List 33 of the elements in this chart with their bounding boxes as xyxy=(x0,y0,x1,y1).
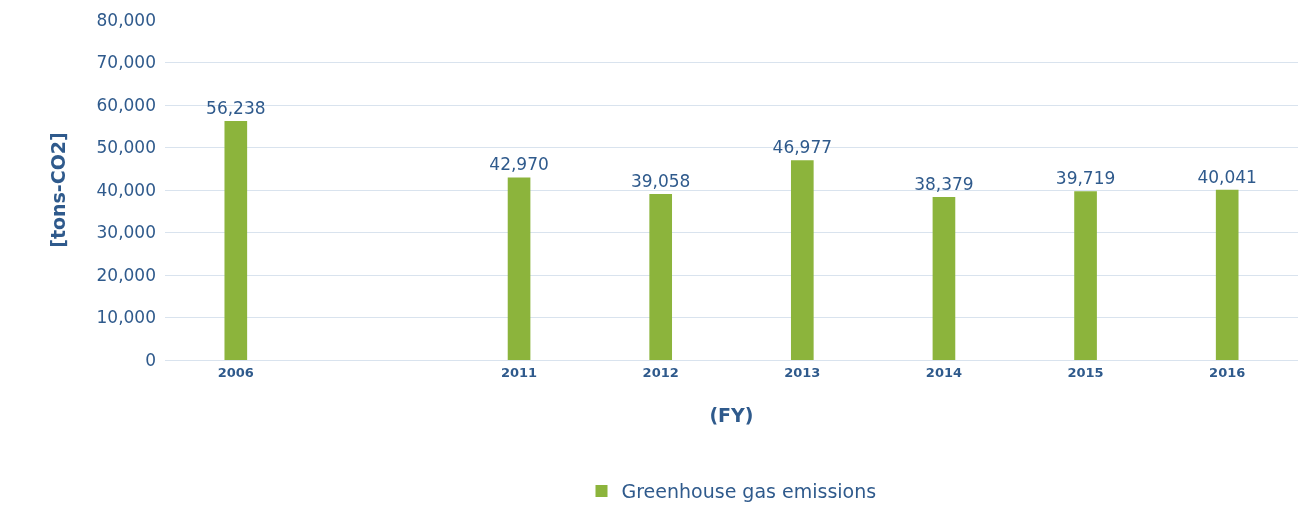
y-tick-label: 20,000 xyxy=(96,264,156,285)
y-tick-label: 80,000 xyxy=(96,9,156,30)
x-tick-label: 2006 xyxy=(217,364,254,380)
bar xyxy=(1074,191,1097,360)
x-tick-label: 2013 xyxy=(784,364,821,380)
bar xyxy=(932,196,956,360)
bar xyxy=(790,160,814,360)
data-label: 42,970 xyxy=(489,154,549,175)
x-tick-label: 2012 xyxy=(642,364,679,380)
data-label: 39,719 xyxy=(1055,168,1116,189)
y-tick-label: 40,000 xyxy=(96,179,156,200)
x-tick-label: 2015 xyxy=(1067,364,1104,380)
y-tick-label: 30,000 xyxy=(96,222,156,243)
x-tick-label: 2016 xyxy=(1209,364,1246,380)
y-tick-label: 0 xyxy=(145,349,156,370)
y-tick-label: 10,000 xyxy=(96,307,156,328)
bar xyxy=(507,177,531,360)
legend-label: Greenhouse gas emissions xyxy=(621,480,877,503)
x-tick-label: 2014 xyxy=(925,364,963,380)
y-axis-title: [tons-CO2] xyxy=(47,132,70,248)
data-label: 56,238 xyxy=(206,97,266,118)
y-tick-label: 70,000 xyxy=(96,52,156,73)
data-label: 46,977 xyxy=(772,137,833,158)
x-axis-title: (FY) xyxy=(709,404,754,427)
bar xyxy=(1215,189,1239,360)
bar xyxy=(224,120,248,360)
y-tick-label: 60,000 xyxy=(96,94,156,115)
data-label: 38,379 xyxy=(914,173,974,194)
x-tick-label: 2011 xyxy=(500,364,538,380)
y-tick-label: 50,000 xyxy=(96,137,156,158)
data-label: 39,058 xyxy=(630,171,691,191)
bar xyxy=(649,194,673,360)
data-label: 40,041 xyxy=(1197,166,1257,187)
